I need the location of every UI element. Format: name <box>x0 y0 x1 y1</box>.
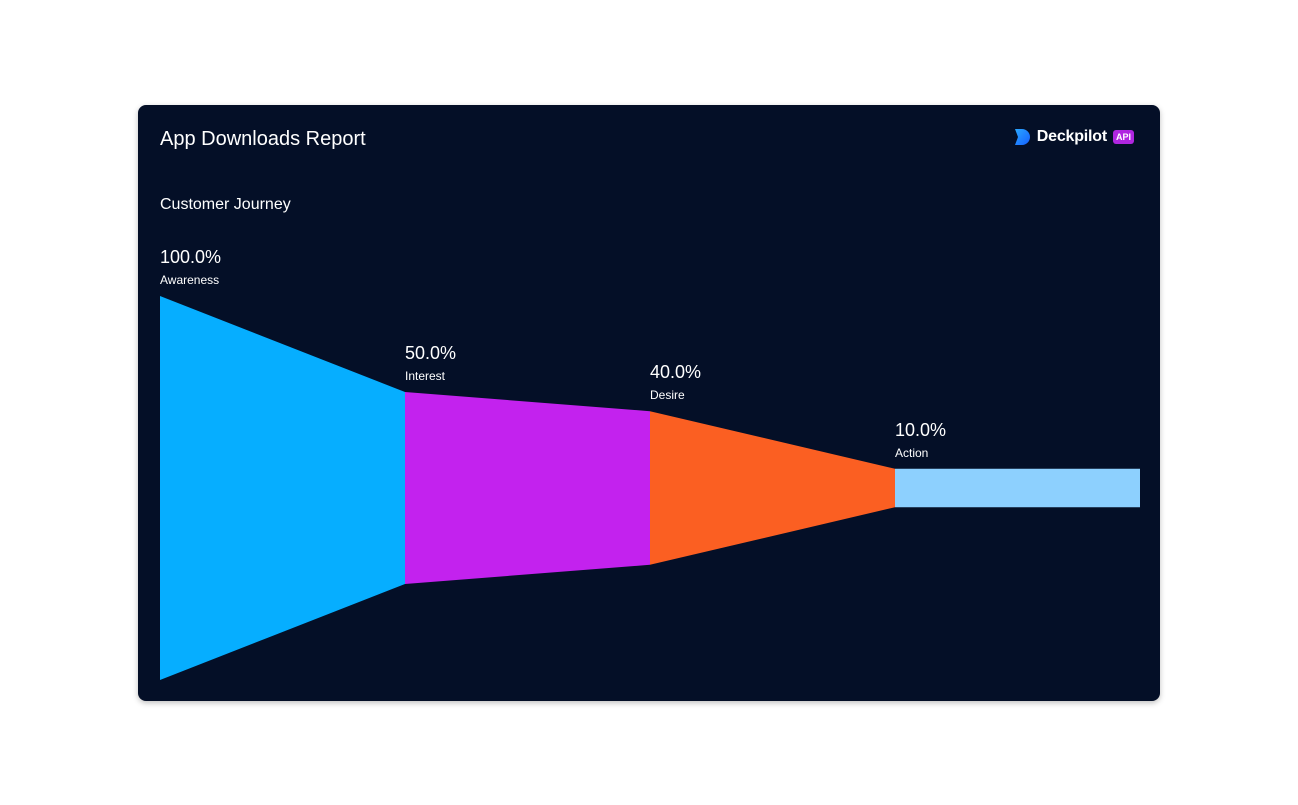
stage-label-awareness: Awareness <box>160 273 219 287</box>
stage-value-interest: 50.0% <box>405 343 456 363</box>
funnel-segment-interest <box>405 392 650 584</box>
deckpilot-logo-icon <box>1014 129 1030 145</box>
api-badge: API <box>1112 130 1134 144</box>
funnel-chart: 100.0% Awareness 50.0% Interest 40.0% Desire 1… <box>160 247 1140 680</box>
report-title: App Downloads Report <box>160 128 366 150</box>
funnel-segment-action <box>895 468 1140 508</box>
funnel-segment-desire <box>650 411 895 565</box>
stage-value-awareness: 100.0% <box>160 247 221 267</box>
report-card: App Downloads Report Deckpilot API Custo… <box>138 105 1160 701</box>
stage-label-desire: Desire <box>650 388 685 402</box>
stage-value-desire: 40.0% <box>650 362 701 382</box>
brand-logo: Deckpilot API <box>1013 128 1134 146</box>
funnel-segment-awareness <box>160 296 405 680</box>
stage-label-action: Action <box>895 446 928 460</box>
chart-title: Customer Journey <box>160 196 291 213</box>
stage-value-action: 10.0% <box>895 420 946 440</box>
brand-name: Deckpilot <box>1036 128 1107 145</box>
stage-label-interest: Interest <box>405 369 446 383</box>
